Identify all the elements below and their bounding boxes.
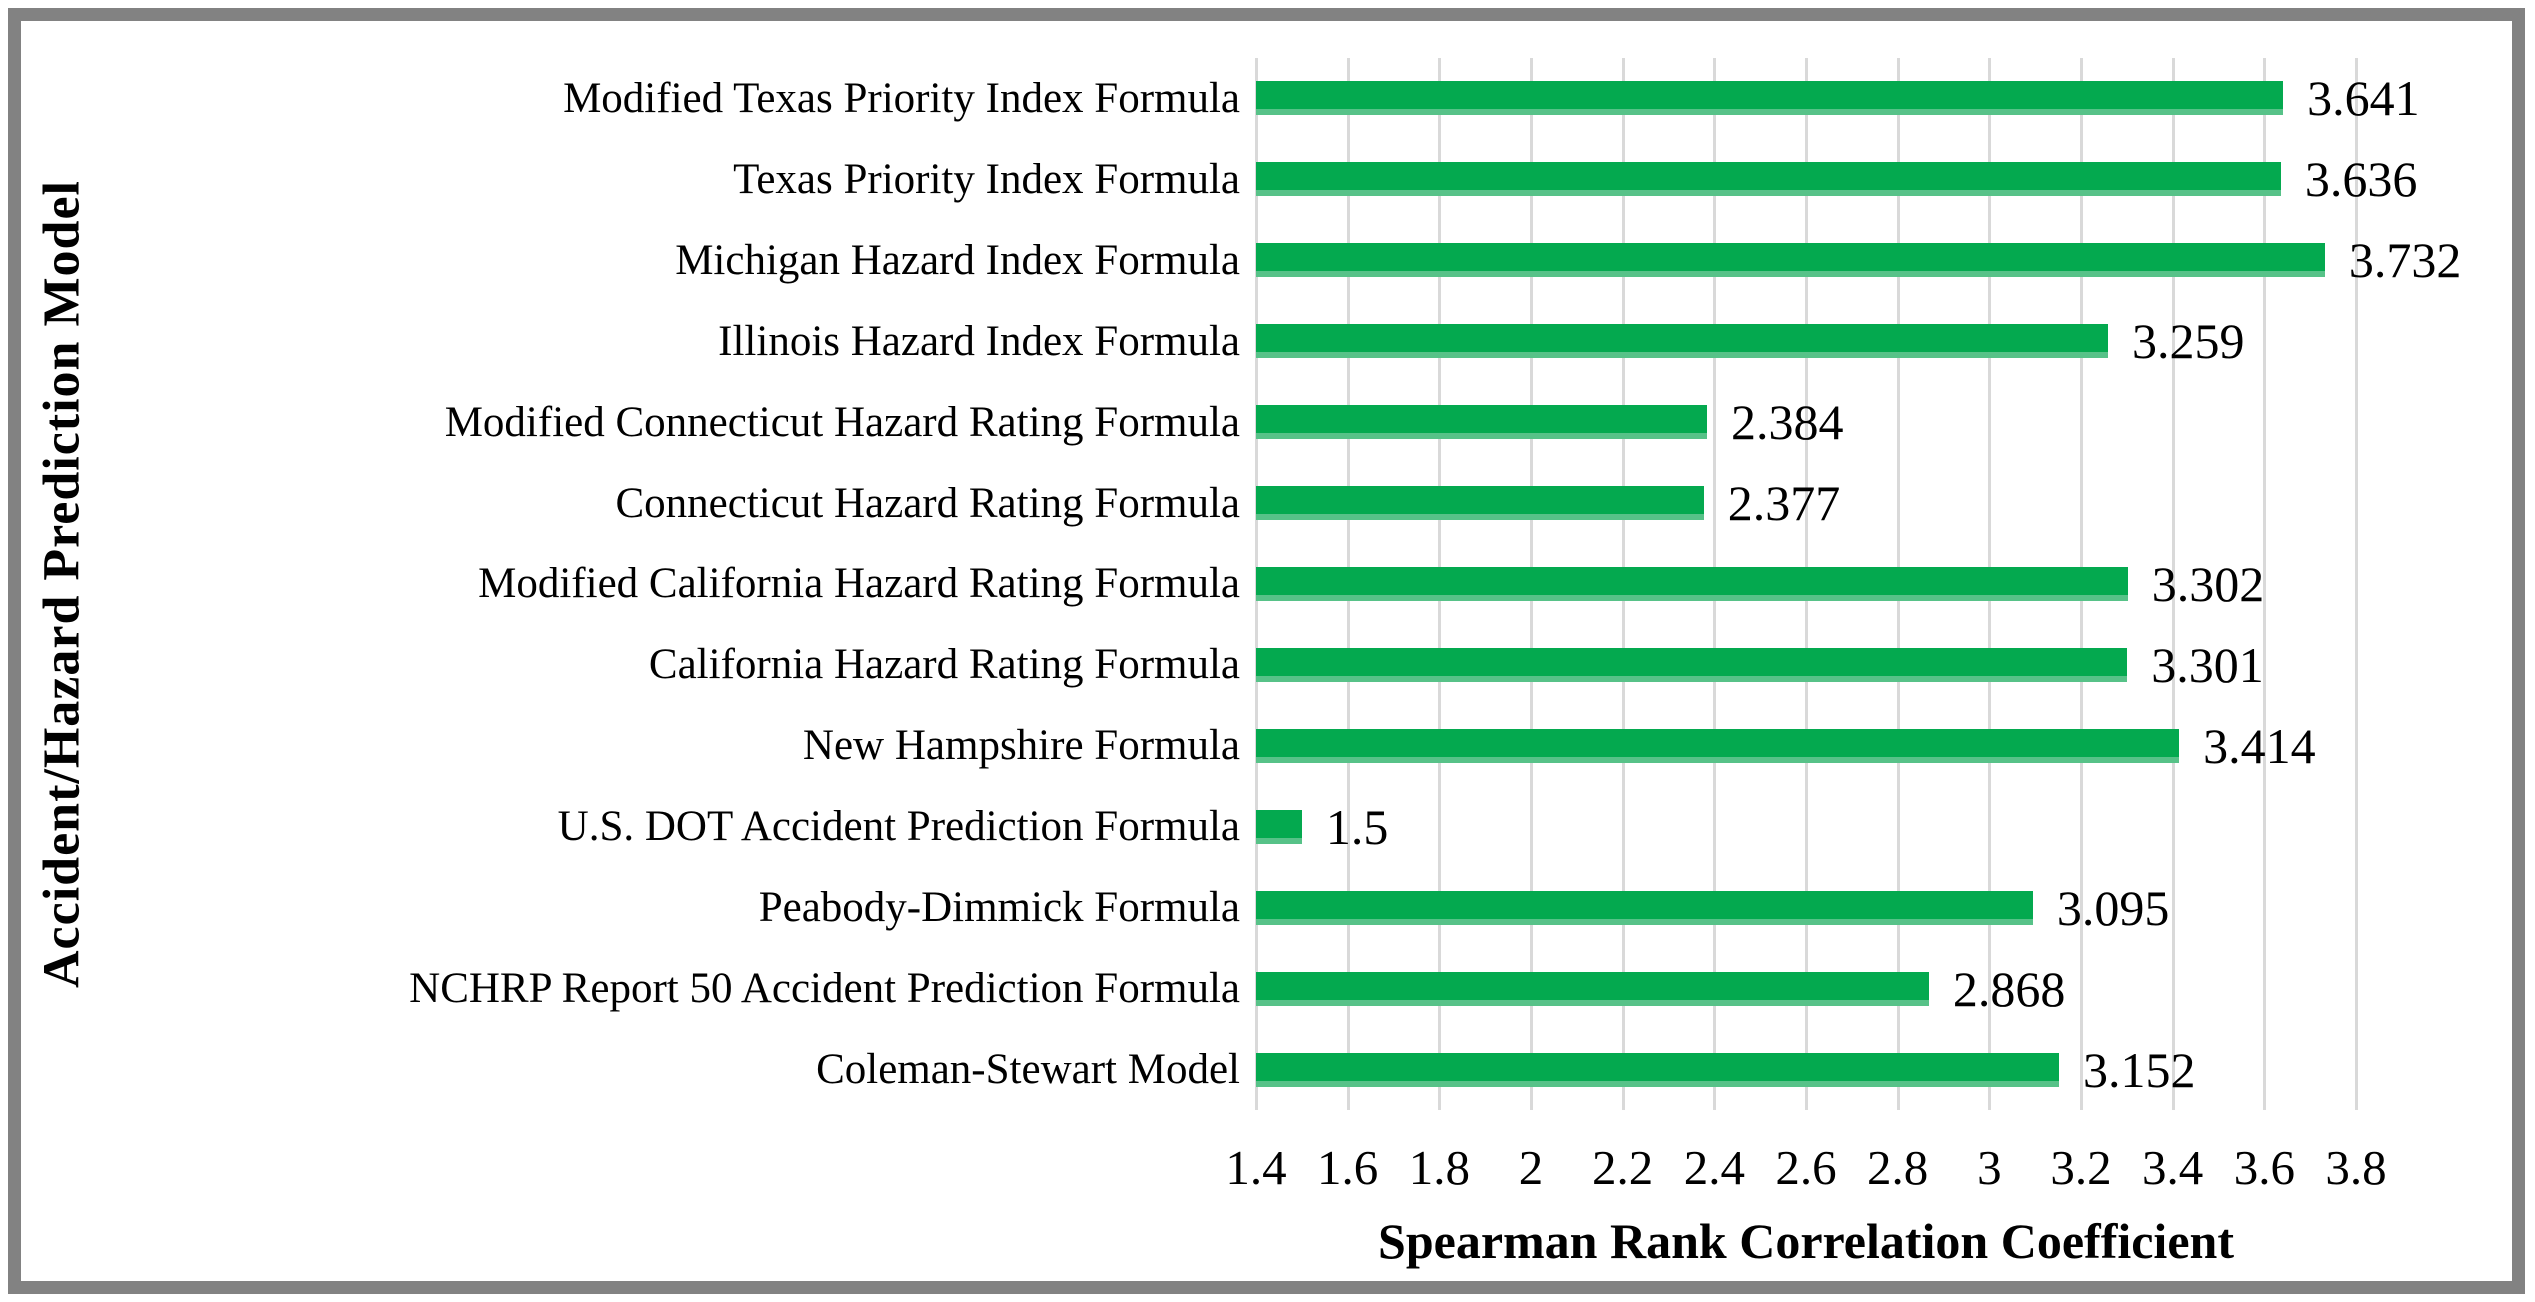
bars-layer: 3.641 3.636 3.732 3.259 2.384 2.377 3.302 3.301… bbox=[1256, 58, 2461, 1110]
bar-value-label: 3.732 bbox=[2348, 232, 2462, 289]
category-label: NCHRP Report 50 Accident Prediction Form… bbox=[409, 965, 1240, 1013]
x-tick-label: 3.4 bbox=[2142, 1140, 2204, 1195]
gridline bbox=[2355, 58, 2358, 1110]
category-label: Modified Texas Priority Index Formula bbox=[563, 74, 1240, 122]
bar-row: 3.732 bbox=[1256, 220, 2461, 301]
x-axis-tick-labels: 1.4 1.6 1.8 2 2.2 2.4 2.6 2.8 3 3.2 3.4 3.6 3.8 bbox=[1225, 1136, 2386, 1200]
x-tick-label: 1.4 bbox=[1225, 1140, 1287, 1195]
bar-row: 3.414 bbox=[1256, 705, 2356, 786]
x-tick-label: 3 bbox=[1977, 1140, 2002, 1195]
gridline bbox=[2171, 58, 2175, 1110]
category-label: Michigan Hazard Index Formula bbox=[675, 236, 1240, 284]
x-tick-label: 3.8 bbox=[2325, 1140, 2387, 1195]
bar-value-label: 2.384 bbox=[1731, 394, 1844, 451]
y-axis-title: Accident/Hazard Prediction Model bbox=[33, 179, 91, 989]
x-tick-label: 2 bbox=[1518, 1140, 1544, 1195]
bar bbox=[1256, 728, 2180, 763]
bar-value-label: 3.414 bbox=[2203, 717, 2316, 774]
bar-row: 3.259 bbox=[1256, 301, 2356, 382]
bar bbox=[1256, 162, 2281, 197]
bar-row: 2.868 bbox=[1256, 948, 2356, 1029]
category-label: Texas Priority Index Formula bbox=[733, 155, 1240, 203]
category-label: Coleman-Stewart Model bbox=[816, 1046, 1240, 1094]
bar bbox=[1256, 971, 1929, 1006]
category-label: Connecticut Hazard Rating Formula bbox=[615, 479, 1240, 527]
category-label: California Hazard Rating Formula bbox=[648, 641, 1240, 689]
gridline bbox=[2263, 58, 2267, 1110]
category-label: New Hampshire Formula bbox=[802, 722, 1240, 770]
bar bbox=[1256, 81, 2284, 116]
bar bbox=[1256, 809, 1302, 844]
bar-value-label: 1.5 bbox=[1325, 798, 1389, 855]
x-tick-label: 2.4 bbox=[1683, 1140, 1745, 1195]
category-label: Modified California Hazard Rating Formul… bbox=[478, 560, 1240, 608]
bar-row: 3.302 bbox=[1256, 544, 2356, 625]
plot-area: 3.641 3.636 3.732 3.259 2.384 2.377 3.302 3.301… bbox=[1255, 58, 2461, 1110]
bar-value-label: 3.259 bbox=[2132, 313, 2245, 370]
bar-value-label: 2.868 bbox=[1952, 960, 2066, 1017]
bar bbox=[1256, 647, 2128, 682]
x-tick-label: 2.6 bbox=[1775, 1140, 1837, 1195]
x-tick-label: 2.8 bbox=[1867, 1140, 1929, 1195]
bar-value-label: 3.301 bbox=[2151, 636, 2264, 693]
category-label: Modified Connecticut Hazard Rating Formu… bbox=[444, 398, 1240, 446]
bar-row: 3.636 bbox=[1256, 139, 2417, 220]
bar-row: 1.5 bbox=[1256, 786, 2356, 867]
bar-value-label: 3.641 bbox=[2307, 70, 2420, 127]
bar bbox=[1256, 243, 2325, 278]
x-tick-label: 1.8 bbox=[1408, 1140, 1470, 1195]
x-tick-label: 3.6 bbox=[2233, 1140, 2295, 1195]
bar-row: 3.152 bbox=[1256, 1029, 2356, 1110]
x-tick-label: 2.2 bbox=[1592, 1140, 1654, 1195]
bar-row: 3.301 bbox=[1256, 624, 2356, 705]
bar bbox=[1256, 405, 1707, 440]
bar-value-label: 3.152 bbox=[2083, 1041, 2196, 1098]
bar-value-label: 3.095 bbox=[2056, 879, 2170, 936]
x-tick-label: 3.2 bbox=[2050, 1140, 2112, 1195]
bar bbox=[1256, 1052, 2059, 1087]
bar bbox=[1256, 324, 2109, 359]
bar-value-label: 3.636 bbox=[2304, 151, 2418, 208]
bar bbox=[1256, 486, 1704, 521]
category-label: U.S. DOT Accident Prediction Formula bbox=[557, 803, 1240, 851]
bar-row: 3.641 bbox=[1256, 58, 2420, 139]
category-axis-labels: Modified Texas Priority Index Formula Tex… bbox=[95, 58, 1240, 1110]
bar-row: 3.095 bbox=[1256, 867, 2356, 948]
x-axis-title: Spearman Rank Correlation Coefficient bbox=[1378, 1213, 2234, 1269]
bar bbox=[1256, 890, 2033, 925]
bar-value-label: 3.302 bbox=[2151, 555, 2265, 612]
bar-row: 2.377 bbox=[1256, 463, 2356, 544]
category-label: Illinois Hazard Index Formula bbox=[718, 317, 1240, 365]
bar-row: 2.384 bbox=[1256, 382, 2356, 463]
bar-value-label: 2.377 bbox=[1727, 475, 1841, 532]
category-label: Peabody-Dimmick Formula bbox=[758, 884, 1240, 932]
x-tick-label: 1.6 bbox=[1317, 1140, 1379, 1195]
bar bbox=[1256, 566, 2128, 601]
